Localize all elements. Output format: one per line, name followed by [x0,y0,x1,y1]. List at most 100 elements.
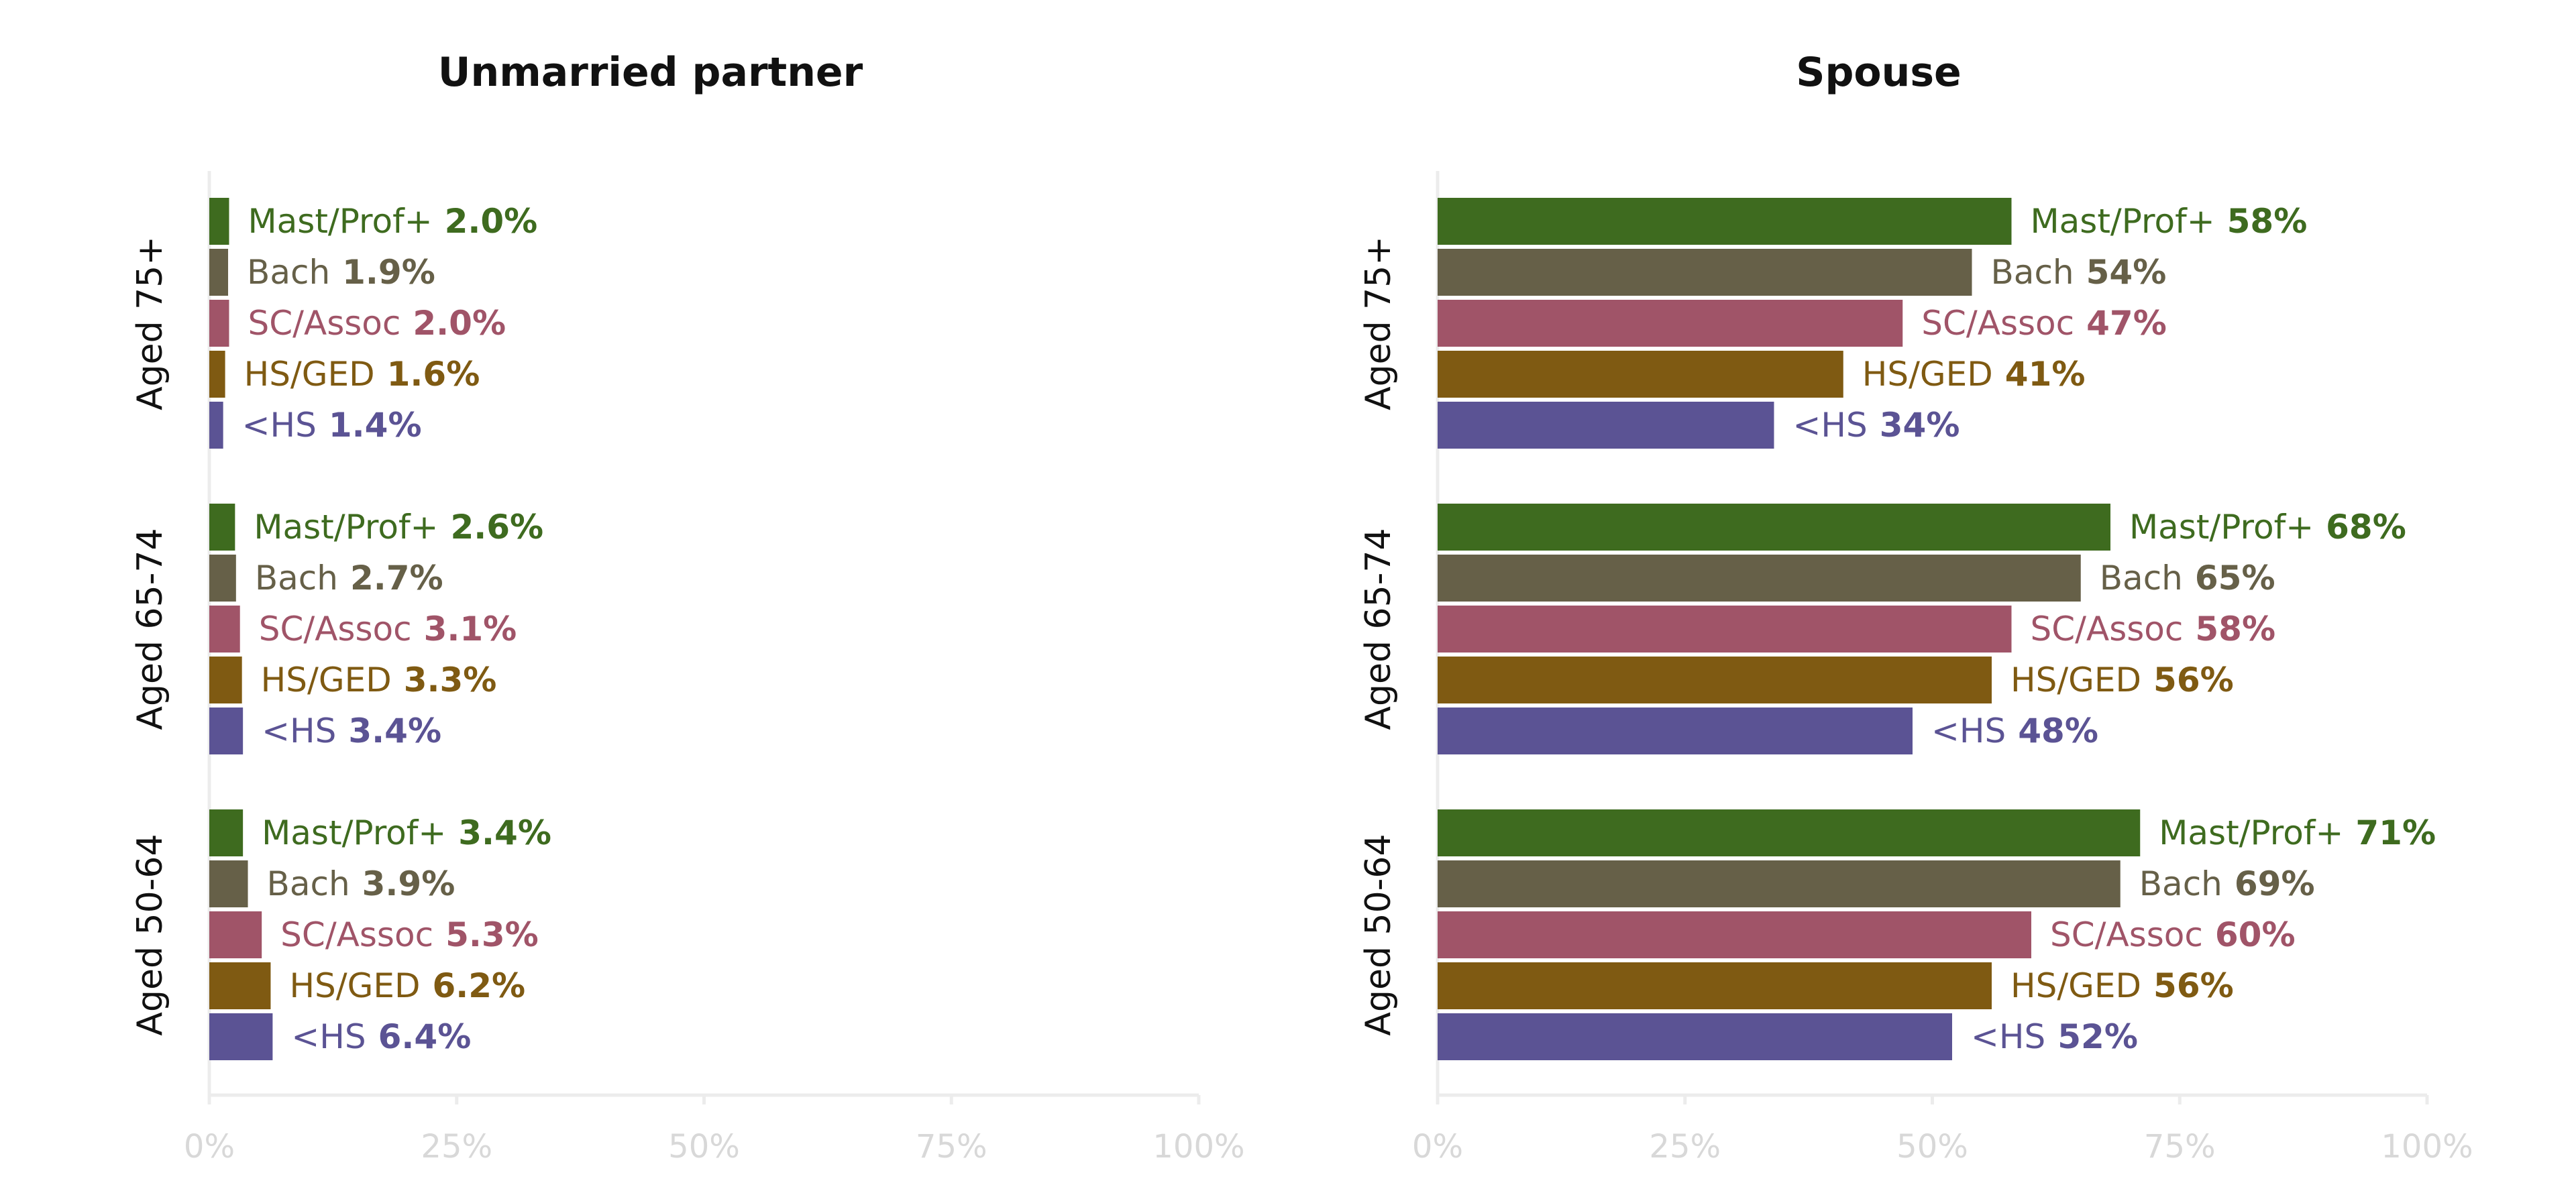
x-tick-label: 50% [1896,1128,1968,1166]
group-label-aged-75plus: Aged 75+ [130,236,170,410]
bar-category-label: Bach [247,253,330,292]
bar-bach [209,860,248,907]
bar-value-label: 60% [2215,915,2296,954]
bar-hs-ged [209,962,271,1009]
bar-sc-assoc [209,911,262,958]
bar-category-label: <HS [262,712,336,750]
bar-category-label: HS/GED [1862,355,1993,394]
bar-category-label: Bach [1991,253,2074,292]
bar-label: SC/Assoc 60% [2050,915,2296,954]
bar-value-label: 41% [2005,355,2086,394]
bar-value-label: 3.4% [348,712,441,750]
bar-category-label: <HS [1931,712,2006,750]
bar-label: SC/Assoc 47% [1921,304,2167,343]
bar-value-label: 2.0% [413,304,506,343]
bar-value-label: 5.3% [445,915,539,954]
bar-label: HS/GED 6.2% [289,966,525,1005]
bar-value-label: 1.6% [387,355,480,394]
bar-category-label: SC/Assoc [280,915,433,954]
bar-category-label: Mast/Prof+ [248,202,433,241]
bar-label: SC/Assoc 58% [2031,610,2276,648]
bar-lt-hs [209,402,223,449]
bar-lt-hs [1438,707,1913,754]
x-tick-label: 0% [184,1128,235,1166]
bar-category-label: Mast/Prof+ [2129,508,2314,547]
panel-unmarried-partner: Unmarried partner 0% 25% 50% 75% 100% Aged 75+… [130,49,1245,1166]
panel-spouse: Spouse 0% 25% 50% 75% 100% Aged 75+ Mast/Prof+ 5… [1358,49,2473,1166]
bar-category-label: <HS [1793,406,1868,445]
bar-bach [1438,555,2081,602]
bar-lt-hs [209,1013,273,1060]
bar-bach [209,555,236,602]
bar-value-label: 3.1% [424,610,517,648]
bar-value-label: 6.4% [378,1017,472,1056]
group-label-aged-65-74: Aged 65-74 [1358,528,1399,730]
bar-mast-profplus [209,809,244,856]
bar-label: <HS 34% [1793,406,1960,445]
bar-sc-assoc [1438,911,2031,958]
bar-category-label: <HS [1971,1017,2045,1056]
bar-lt-hs [1438,402,1774,449]
bar-category-label: Bach [2139,864,2222,903]
bar-mast-profplus [209,198,229,245]
bar-value-label: 3.3% [404,661,497,699]
x-tick-label: 0% [1412,1128,1463,1166]
x-tick-label: 100% [1152,1128,1244,1166]
bar-category-label: HS/GED [2010,966,2141,1005]
bar-category-label: Mast/Prof+ [2159,813,2343,852]
group-label-aged-75plus: Aged 75+ [1358,236,1399,410]
bar-label: SC/Assoc 3.1% [259,610,517,648]
x-tick-label: 50% [668,1128,740,1166]
bar-value-label: 1.4% [329,406,422,445]
bar-value-label: 34% [1880,406,1960,445]
bar-category-label: SC/Assoc [259,610,412,648]
bar-bach [1438,860,2121,907]
bar-hs-ged [1438,962,1992,1009]
bar-label: Mast/Prof+ 2.0% [248,202,538,241]
bar-label: <HS 1.4% [242,406,422,445]
bar-bach [209,249,229,296]
bar-value-label: 3.4% [458,813,551,852]
bar-value-label: 3.9% [362,864,455,903]
bar-lt-hs [209,707,244,754]
bar-label: SC/Assoc 2.0% [248,304,506,343]
bar-category-label: Bach [255,559,338,598]
bar-category-label: <HS [242,406,317,445]
x-tick-label: 25% [1649,1128,1721,1166]
bar-label: Mast/Prof+ 68% [2129,508,2406,547]
bar-label: Bach 2.7% [255,559,443,598]
panel-title: Spouse [1796,49,1962,96]
x-tick-label: 75% [2144,1128,2216,1166]
x-tick-label: 25% [421,1128,492,1166]
bar-hs-ged [209,351,225,398]
bar-value-label: 58% [2195,610,2275,648]
bar-value-label: 2.6% [450,508,543,547]
bar-category-label: Mast/Prof+ [262,813,446,852]
bar-label: <HS 3.4% [262,712,441,750]
bar-label: <HS 6.4% [291,1017,471,1056]
bar-label: Mast/Prof+ 58% [2031,202,2308,241]
bar-label: HS/GED 56% [2010,661,2234,699]
bar-value-label: 2.7% [350,559,443,598]
bar-mast-profplus [1438,504,2110,551]
bar-label: Mast/Prof+ 71% [2159,813,2436,852]
group-label-aged-50-64: Aged 50-64 [1358,834,1399,1035]
bar-label: Bach 1.9% [247,253,435,292]
bar-label: Bach 69% [2139,864,2315,903]
bar-label: <HS 48% [1931,712,2098,750]
bar-sc-assoc [1438,300,1903,347]
bar-label: Mast/Prof+ 3.4% [262,813,551,852]
bar-value-label: 52% [2057,1017,2138,1056]
bar-category-label: HS/GED [244,355,375,394]
bar-value-label: 56% [2153,966,2234,1005]
bar-hs-ged [1438,351,1843,398]
bar-mast-profplus [1438,809,2141,856]
bar-value-label: 71% [2355,813,2436,852]
bar-label: Bach 3.9% [267,864,455,903]
bar-category-label: HS/GED [289,966,420,1005]
bar-label: <HS 52% [1971,1017,2138,1056]
bar-value-label: 1.9% [342,253,435,292]
bar-bach [1438,249,1972,296]
